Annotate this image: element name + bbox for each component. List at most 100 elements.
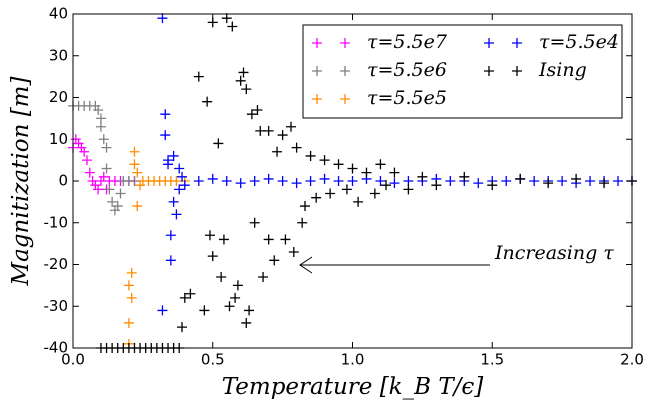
- point: [123, 280, 134, 291]
- point: [277, 176, 288, 186]
- point: [255, 125, 266, 136]
- y-tick-label: -20: [44, 255, 69, 273]
- point: [263, 125, 274, 136]
- point: [613, 176, 624, 186]
- point: [319, 173, 330, 184]
- legend-marker: [484, 66, 494, 76]
- legend-label: τ=5.5e5: [367, 87, 447, 109]
- point: [216, 272, 227, 283]
- point: [177, 171, 188, 182]
- point: [202, 96, 213, 107]
- point: [129, 176, 140, 186]
- legend-item: τ=5.5e6: [312, 59, 447, 81]
- point: [299, 201, 310, 212]
- legend-marker: [512, 66, 522, 76]
- point: [157, 305, 168, 316]
- point: [375, 159, 386, 170]
- point: [403, 176, 414, 186]
- x-axis-label: Temperature [k_B T/ϵ]: [222, 374, 484, 400]
- point: [543, 178, 554, 189]
- point: [126, 292, 137, 303]
- point: [107, 196, 118, 207]
- legend-marker: [312, 38, 322, 48]
- point: [98, 134, 109, 145]
- point: [163, 159, 174, 170]
- point: [193, 71, 204, 82]
- point: [95, 121, 106, 132]
- point: [238, 67, 249, 78]
- point: [459, 171, 470, 182]
- y-tick-label: 40: [49, 5, 68, 23]
- point: [199, 305, 210, 316]
- point: [160, 130, 171, 141]
- point: [333, 159, 344, 170]
- point: [305, 150, 316, 161]
- point: [232, 280, 243, 291]
- point: [286, 121, 297, 132]
- point: [272, 146, 283, 157]
- legend-marker: [312, 94, 322, 104]
- point: [132, 167, 143, 178]
- point: [174, 184, 185, 195]
- point: [319, 155, 330, 166]
- point: [115, 188, 126, 199]
- point: [112, 201, 123, 212]
- point: [207, 251, 218, 262]
- point: [246, 109, 257, 120]
- point: [445, 176, 456, 186]
- x-tick-label: 0.0: [61, 351, 85, 369]
- point: [557, 176, 568, 186]
- legend-item: τ=5.5e5: [312, 87, 447, 109]
- y-tick-label: 20: [49, 88, 68, 106]
- point: [288, 246, 299, 257]
- point: [207, 17, 218, 28]
- point: [389, 178, 400, 189]
- point: [174, 163, 185, 174]
- point: [93, 184, 104, 195]
- point: [249, 217, 260, 228]
- point: [168, 196, 179, 207]
- point: [347, 163, 358, 174]
- point: [487, 180, 498, 191]
- point: [252, 105, 263, 116]
- y-tick-label: 10: [49, 130, 68, 148]
- point: [160, 109, 171, 120]
- point: [291, 178, 302, 189]
- point: [221, 176, 232, 186]
- point: [258, 272, 269, 283]
- point: [126, 267, 137, 278]
- point: [207, 173, 218, 184]
- plot-frame: [72, 13, 633, 349]
- point: [81, 155, 92, 166]
- point: [263, 173, 274, 184]
- point: [193, 176, 204, 186]
- point: [515, 173, 526, 184]
- point: [403, 184, 414, 195]
- point: [297, 217, 308, 228]
- point: [129, 159, 140, 170]
- point: [325, 188, 336, 199]
- point: [221, 13, 232, 24]
- point: [585, 176, 596, 186]
- legend-item: τ=5.5e4: [484, 31, 619, 53]
- point: [101, 163, 112, 174]
- legend-marker: [340, 94, 350, 104]
- point: [168, 150, 179, 161]
- point: [529, 176, 540, 186]
- legend-marker: [340, 66, 350, 76]
- legend-label: τ=5.5e6: [367, 59, 447, 81]
- point: [123, 317, 134, 328]
- point: [218, 234, 229, 245]
- point: [389, 167, 400, 178]
- x-tick-label: 1.5: [480, 351, 504, 369]
- legend-label: τ=5.5e7: [367, 31, 448, 53]
- point: [79, 146, 90, 157]
- point: [179, 292, 190, 303]
- point: [95, 113, 106, 124]
- y-tick-label: -40: [44, 339, 69, 357]
- point: [599, 178, 610, 189]
- point: [269, 255, 280, 266]
- point: [224, 301, 235, 312]
- point: [305, 176, 316, 186]
